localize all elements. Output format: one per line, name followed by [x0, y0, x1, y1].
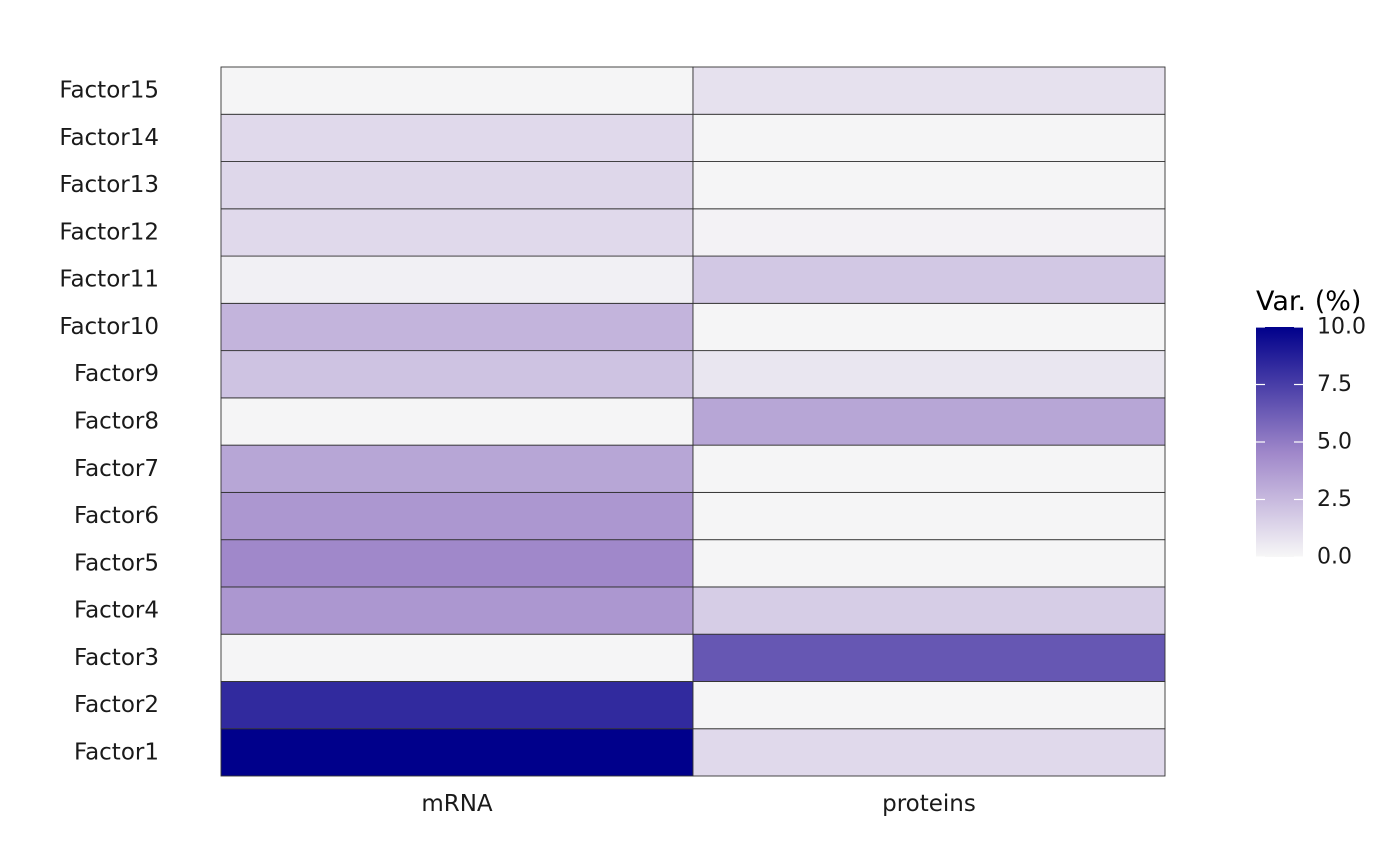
heatmap-cell-mrna-factor4 [220, 586, 694, 635]
heatmap-cell-mrna-factor13 [220, 161, 694, 210]
heatmap-cells [220, 66, 1166, 777]
heatmap-cell-mrna-factor14 [220, 113, 694, 162]
legend-tick-label: 5.0 [1317, 430, 1352, 455]
heatmap-cell-proteins-factor5 [692, 539, 1166, 588]
heatmap-cell-proteins-factor10 [692, 302, 1166, 352]
heatmap-cell-mrna-factor8 [220, 397, 694, 446]
y-tick-label: Factor3 [74, 645, 159, 671]
y-tick-label: Factor1 [74, 739, 159, 765]
x-tick-label: proteins [882, 791, 976, 817]
legend-tick-label: 0.0 [1317, 545, 1352, 570]
heatmap-cell-proteins-factor7 [692, 444, 1166, 493]
heatmap-cell-proteins-factor3 [692, 633, 1166, 682]
heatmap-cell-mrna-factor10 [220, 302, 694, 352]
legend-tick-label: 2.5 [1317, 487, 1352, 512]
heatmap-cell-proteins-factor14 [692, 113, 1166, 162]
heatmap-cell-mrna-factor6 [220, 491, 694, 541]
heatmap-cell-proteins-factor15 [692, 66, 1166, 115]
y-axis-tick-labels: Factor1 Factor2 Factor3 Factor4 Factor5 Facto… [59, 78, 159, 766]
heatmap-cell-mrna-factor7 [220, 444, 694, 493]
y-tick-label: Factor15 [59, 78, 159, 104]
heatmap-cell-proteins-factor2 [692, 681, 1166, 730]
heatmap-cell-proteins-factor9 [692, 350, 1166, 399]
y-tick-label: Factor4 [74, 598, 159, 624]
legend-ticks: 0.0 2.5 5.0 7.5 10.0 [1256, 315, 1366, 570]
color-legend: Var. (%) 0.0 2.5 5.0 7.5 10.0 [1256, 286, 1366, 570]
legend-tick-label: 7.5 [1317, 372, 1352, 397]
y-tick-label: Factor10 [59, 314, 159, 340]
y-tick-label: Factor2 [74, 692, 159, 718]
x-tick-label: mRNA [421, 791, 493, 817]
heatmap-cell-mrna-factor15 [220, 66, 694, 115]
heatmap-cell-mrna-factor5 [220, 539, 694, 588]
y-tick-label: Factor13 [59, 172, 159, 198]
legend-title: Var. (%) [1256, 286, 1361, 317]
heatmap-cell-proteins-factor11 [692, 255, 1166, 304]
x-axis-tick-labels: mRNA proteins [421, 791, 976, 817]
y-tick-label: Factor11 [59, 267, 159, 293]
y-tick-label: Factor9 [74, 361, 159, 387]
heatmap-cell-proteins-factor8 [692, 397, 1166, 446]
y-tick-label: Factor12 [59, 219, 159, 245]
y-tick-label: Factor7 [74, 456, 159, 482]
y-tick-label: Factor6 [74, 503, 159, 529]
heatmap-cell-mrna-factor1 [220, 728, 694, 777]
legend-tick-label: 10.0 [1317, 315, 1366, 340]
heatmap-cell-mrna-factor3 [220, 633, 694, 682]
heatmap-cell-proteins-factor13 [692, 161, 1166, 210]
heatmap-cell-mrna-factor12 [220, 208, 694, 257]
heatmap-cell-proteins-factor6 [692, 491, 1166, 541]
heatmap-cell-proteins-factor1 [692, 728, 1166, 777]
y-tick-label: Factor5 [74, 550, 159, 576]
heatmap-cell-proteins-factor4 [692, 586, 1166, 635]
heatmap-cell-mrna-factor2 [220, 681, 694, 730]
y-tick-label: Factor8 [74, 409, 159, 435]
heatmap-cell-mrna-factor9 [220, 350, 694, 399]
heatmap-cell-proteins-factor12 [692, 208, 1166, 257]
heatmap-cell-mrna-factor11 [220, 255, 694, 304]
y-tick-label: Factor14 [59, 125, 159, 151]
